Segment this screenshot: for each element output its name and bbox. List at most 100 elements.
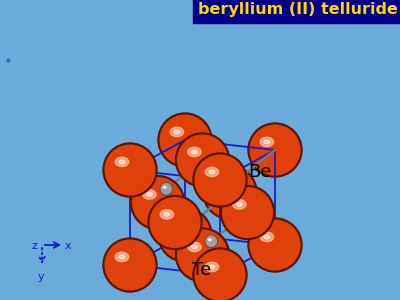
- Circle shape: [192, 156, 206, 170]
- Circle shape: [137, 183, 176, 223]
- Circle shape: [210, 176, 223, 190]
- Circle shape: [162, 212, 208, 259]
- Circle shape: [186, 242, 216, 272]
- Text: beryllium (II) telluride: beryllium (II) telluride: [198, 2, 398, 17]
- Circle shape: [170, 224, 196, 250]
- Circle shape: [121, 168, 131, 178]
- Circle shape: [264, 144, 280, 161]
- Circle shape: [261, 236, 284, 259]
- Circle shape: [146, 197, 162, 214]
- Circle shape: [150, 203, 157, 209]
- Circle shape: [122, 170, 129, 177]
- Ellipse shape: [164, 212, 170, 216]
- Circle shape: [233, 203, 256, 226]
- Circle shape: [206, 171, 229, 194]
- Circle shape: [188, 215, 200, 227]
- Circle shape: [114, 254, 141, 280]
- Circle shape: [171, 226, 194, 249]
- Ellipse shape: [170, 222, 184, 232]
- Circle shape: [172, 133, 192, 152]
- Circle shape: [204, 264, 231, 290]
- Circle shape: [182, 236, 222, 276]
- Circle shape: [108, 244, 151, 287]
- Circle shape: [231, 199, 260, 229]
- Circle shape: [153, 202, 196, 244]
- Ellipse shape: [205, 262, 219, 272]
- Ellipse shape: [174, 225, 180, 229]
- Circle shape: [141, 189, 170, 219]
- Circle shape: [116, 256, 139, 279]
- Circle shape: [166, 123, 202, 159]
- Ellipse shape: [119, 255, 125, 259]
- Circle shape: [192, 251, 206, 265]
- Text: Te: Te: [192, 261, 212, 279]
- Circle shape: [254, 226, 294, 266]
- Ellipse shape: [264, 140, 270, 144]
- Circle shape: [124, 267, 127, 270]
- Circle shape: [105, 240, 155, 290]
- Circle shape: [174, 230, 190, 246]
- Circle shape: [178, 135, 227, 185]
- Circle shape: [229, 197, 262, 230]
- Circle shape: [218, 187, 235, 203]
- Circle shape: [117, 257, 137, 278]
- Circle shape: [252, 127, 298, 173]
- Circle shape: [187, 148, 214, 175]
- Circle shape: [260, 234, 286, 260]
- Circle shape: [167, 125, 200, 158]
- Circle shape: [175, 231, 188, 244]
- Circle shape: [211, 178, 221, 188]
- Circle shape: [211, 273, 221, 283]
- Circle shape: [116, 160, 139, 184]
- Circle shape: [160, 210, 210, 260]
- Circle shape: [118, 164, 135, 181]
- Text: z: z: [31, 241, 37, 251]
- Circle shape: [142, 191, 168, 218]
- Circle shape: [203, 262, 233, 292]
- Circle shape: [167, 220, 200, 253]
- Circle shape: [194, 158, 204, 168]
- Circle shape: [180, 139, 223, 182]
- Circle shape: [103, 143, 157, 197]
- Circle shape: [106, 147, 153, 194]
- Circle shape: [138, 185, 174, 222]
- Circle shape: [262, 142, 282, 162]
- Circle shape: [196, 162, 200, 165]
- Circle shape: [199, 256, 239, 296]
- Circle shape: [257, 230, 290, 263]
- Circle shape: [147, 199, 160, 212]
- Circle shape: [233, 173, 245, 185]
- Circle shape: [254, 131, 294, 171]
- Circle shape: [113, 252, 143, 281]
- Circle shape: [109, 151, 149, 191]
- Circle shape: [202, 260, 235, 293]
- Circle shape: [149, 201, 158, 211]
- Circle shape: [110, 153, 147, 189]
- Circle shape: [206, 169, 253, 216]
- Circle shape: [169, 225, 172, 228]
- Circle shape: [171, 130, 194, 154]
- Circle shape: [186, 147, 216, 176]
- Circle shape: [133, 178, 182, 227]
- Circle shape: [239, 211, 248, 221]
- Circle shape: [143, 193, 166, 216]
- Ellipse shape: [164, 186, 166, 188]
- Circle shape: [108, 149, 151, 192]
- Circle shape: [178, 140, 184, 147]
- Circle shape: [187, 244, 214, 270]
- Ellipse shape: [236, 202, 242, 206]
- Circle shape: [161, 184, 171, 194]
- Circle shape: [193, 153, 247, 207]
- Circle shape: [158, 209, 188, 239]
- Circle shape: [172, 227, 192, 248]
- Circle shape: [205, 168, 255, 217]
- Ellipse shape: [188, 242, 201, 252]
- Circle shape: [193, 248, 247, 300]
- Ellipse shape: [208, 239, 211, 241]
- Circle shape: [139, 187, 172, 220]
- Ellipse shape: [192, 245, 197, 249]
- Circle shape: [110, 248, 147, 284]
- Ellipse shape: [215, 180, 229, 189]
- Circle shape: [252, 222, 298, 268]
- Circle shape: [232, 201, 258, 228]
